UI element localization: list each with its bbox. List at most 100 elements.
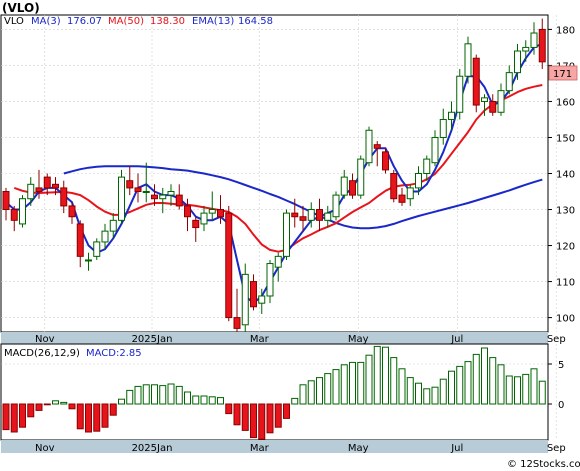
legend-ma3-label: MA(3): [31, 16, 61, 27]
macd-bar: [68, 403, 76, 410]
macd-bar: [373, 345, 381, 405]
candle-body: [373, 144, 381, 149]
macd-bar: [489, 357, 497, 405]
macd-bar: [43, 403, 51, 406]
macd-bar: [530, 368, 538, 405]
macd-legend-value: MACD:2.85: [86, 348, 142, 359]
candle-body: [68, 205, 76, 218]
price-y-tick-label: 120: [556, 242, 575, 253]
legend-ma3-value: 176.07: [67, 16, 102, 27]
candle-body: [118, 176, 125, 221]
macd-bar: [283, 403, 290, 419]
candle-body: [390, 173, 398, 200]
candle-body: [340, 176, 348, 196]
candle-body: [349, 180, 356, 196]
macd-x-axis-band: [1, 440, 548, 453]
candle-body: [472, 57, 480, 106]
legend-ema13-value: 164.58: [238, 16, 273, 27]
macd-bar: [200, 395, 208, 405]
macd-bar: [233, 403, 241, 426]
candle-body: [324, 212, 332, 221]
macd-bar: [349, 361, 356, 405]
candle-body: [530, 32, 538, 48]
macd-bar: [225, 403, 233, 415]
candle-body: [52, 183, 59, 189]
candle-body: [505, 72, 513, 92]
candle-body: [35, 187, 43, 193]
x-tick-label: Sep: [547, 443, 566, 454]
candle-body: [93, 241, 101, 257]
price-legend: VLO MA(3) 176.07 MA(50) 138.30 EMA(13) 1…: [4, 16, 273, 27]
candle-body: [167, 191, 175, 196]
candle-body: [134, 187, 142, 193]
candle-body: [142, 191, 150, 194]
candle-body: [522, 46, 530, 52]
legend-ma50-value: 138.30: [150, 16, 185, 27]
candle-body: [497, 90, 505, 113]
macd-bar: [126, 389, 134, 405]
candle-body: [489, 100, 497, 113]
macd-bar: [134, 385, 142, 405]
legend-ticker: VLO: [4, 16, 24, 27]
macd-bar: [151, 384, 158, 405]
macd-bar: [505, 375, 513, 405]
macd-bar: [464, 361, 472, 405]
macd-bar: [340, 364, 348, 405]
candle-body: [423, 158, 431, 175]
x-tick-label: 2025Jan: [132, 334, 173, 345]
candle-body: [274, 255, 282, 268]
x-tick-label: May: [348, 334, 369, 345]
candle-body: [208, 209, 216, 214]
macd-bar: [175, 385, 183, 405]
price-y-tick-label: 100: [556, 314, 575, 325]
macd-bar: [109, 403, 117, 416]
candle-body: [2, 191, 10, 211]
x-tick-label: Mar: [250, 334, 270, 345]
candle-body: [398, 194, 406, 203]
price-y-tick-label: 150: [556, 133, 575, 144]
macd-bar: [266, 403, 274, 434]
price-y-tick-label: 110: [556, 278, 575, 289]
macd-bar: [538, 380, 546, 405]
macd-bar: [522, 373, 530, 405]
macd-bar: [324, 373, 332, 405]
macd-bar: [398, 368, 406, 405]
candle-body: [439, 118, 447, 138]
macd-bars: [2, 345, 546, 440]
candle-body: [299, 216, 307, 221]
candle-body: [225, 212, 233, 319]
candle-body: [109, 219, 117, 232]
macd-y-axis: 05: [548, 360, 564, 411]
price-y-tick-label: 130: [556, 206, 575, 217]
macd-bar: [27, 403, 35, 418]
macd-bar: [332, 369, 340, 405]
candle-body: [382, 151, 389, 171]
macd-bar: [85, 403, 92, 433]
macd-x-axis-labels: Nov2025JanMarMayJulSepNov: [35, 443, 566, 454]
candle-body: [481, 97, 488, 102]
macd-bar: [76, 403, 84, 430]
candle-body: [258, 295, 266, 304]
macd-bar: [274, 403, 282, 428]
candle-body: [266, 263, 274, 297]
macd-y-tick-label: 0: [558, 400, 564, 411]
price-y-tick-label: 140: [556, 170, 575, 181]
x-tick-label: Nov: [35, 334, 55, 345]
price-x-axis-labels: Nov2025JanMarMayJulSepNov: [35, 334, 566, 345]
candle-body: [448, 111, 455, 120]
candle-body: [159, 194, 167, 200]
candle-body: [406, 187, 414, 200]
macd-bar: [60, 401, 68, 405]
x-tick-label: Jul: [450, 443, 463, 454]
macd-bar: [35, 403, 43, 411]
macd-bar: [250, 403, 257, 439]
candle-body: [365, 129, 373, 164]
macd-legend-label: MACD(26,12,9): [4, 348, 80, 359]
candle-body: [291, 212, 299, 218]
macd-bar: [159, 385, 167, 405]
candle-body: [60, 187, 68, 207]
macd-bar: [192, 395, 200, 405]
candle-body: [10, 209, 18, 221]
